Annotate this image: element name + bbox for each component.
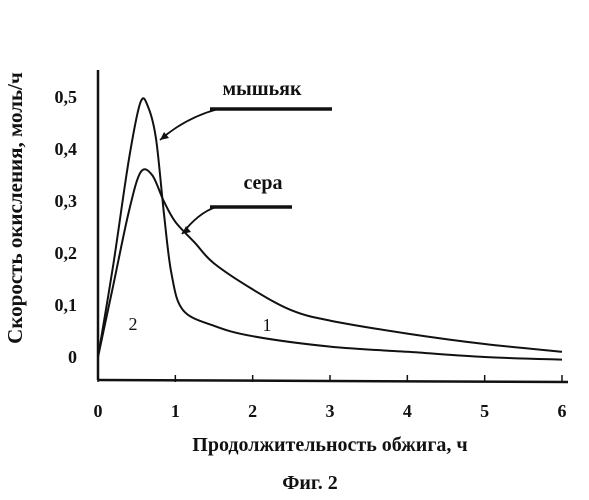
- y-tick-label: 0,4: [55, 139, 78, 159]
- y-tick-label: 0: [68, 347, 77, 367]
- x-tick-label: 5: [480, 401, 489, 421]
- y-axis-label: Скорость окисления, моль/ч: [3, 72, 27, 344]
- y-tick-label: 0,3: [55, 191, 78, 211]
- figure-caption: Фиг. 2: [282, 472, 338, 494]
- x-tick-label: 6: [558, 401, 567, 421]
- series-leader-line: [160, 109, 218, 140]
- x-axis-label: Продолжительность обжига, ч: [192, 434, 467, 456]
- x-tick-label: 1: [171, 401, 180, 421]
- series-label-2: сера: [243, 172, 282, 194]
- x-tick-label: 2: [248, 401, 257, 421]
- y-tick-label: 0,2: [55, 243, 78, 263]
- x-axis: [98, 380, 568, 382]
- ticks: 0 1 2 3 4 5 6 0 0,1 0,2 0,3 0,4 0,5: [55, 87, 567, 421]
- x-tick-label: 3: [326, 401, 335, 421]
- y-tick-label: 0,1: [55, 295, 78, 315]
- x-tick-label: 0: [94, 401, 103, 421]
- curve-number-2: 2: [129, 314, 138, 334]
- series-line-2: [98, 169, 562, 357]
- series-labels: мышьяк 2 сера 1: [129, 78, 333, 335]
- y-tick-label: 0,5: [55, 87, 78, 107]
- series-label-1: мышьяк: [222, 78, 302, 100]
- x-tick-label: 4: [403, 401, 412, 421]
- plot-area: 0 1 2 3 4 5 6 0 0,1 0,2 0,3 0,4 0,5 мышьяк 2 сера 1: [55, 70, 569, 421]
- curve-number-1: 1: [263, 315, 272, 335]
